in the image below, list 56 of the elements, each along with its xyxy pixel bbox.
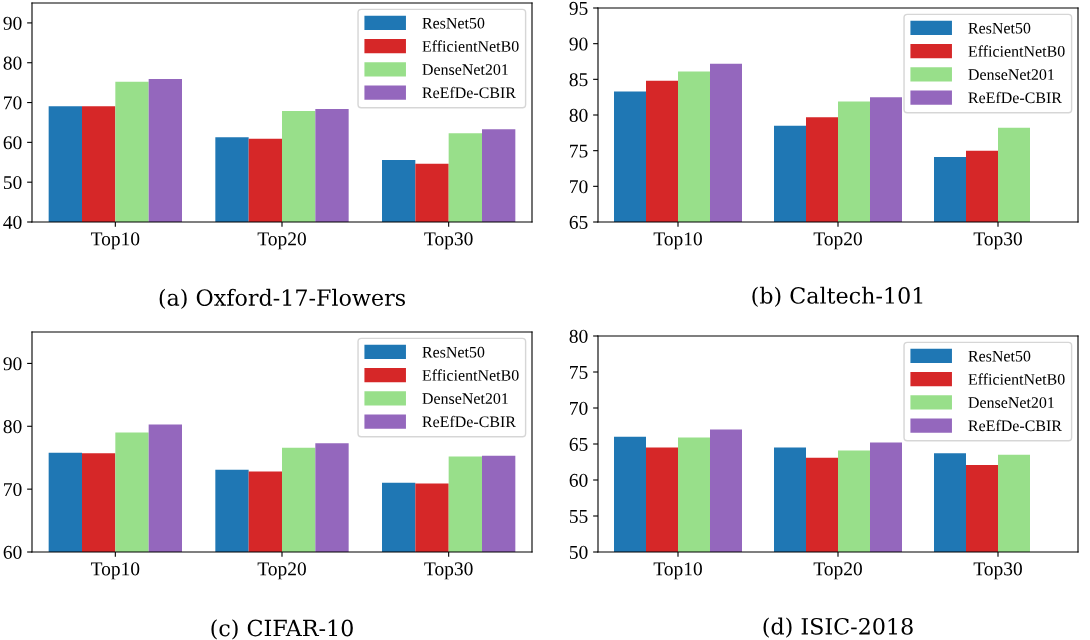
- y-tick-label: 95: [569, 1, 588, 15]
- text: (c) CIFAR-10: [211, 619, 353, 640]
- text: (d) ISIC-2018: [763, 617, 913, 638]
- y-tick-label: 90: [3, 357, 22, 371]
- y-tick-label: 80: [3, 56, 22, 70]
- y-tick-label: 75: [570, 144, 588, 158]
- y-tick-label: 60: [3, 136, 22, 150]
- y-tick-label: 85: [569, 73, 588, 87]
- y-tick-label: 70: [570, 401, 588, 415]
- x-tick-label: Top10: [653, 232, 702, 250]
- y-tick-label: 50: [569, 545, 588, 559]
- legend-label: ResNet50: [968, 22, 1031, 34]
- y-tick-label: 90: [3, 16, 22, 30]
- legend-label: DenseNet201: [968, 69, 1054, 80]
- legend-label: EfficientNetB0: [968, 373, 1065, 385]
- y-tick-label: 65: [569, 437, 588, 451]
- text: (b) Caltech-101: [752, 286, 923, 308]
- y-tick-label: 80: [569, 329, 588, 343]
- x-tick-label: Top20: [257, 562, 306, 580]
- x-tick-label: Top20: [813, 232, 862, 250]
- legend-label: DenseNet201: [422, 393, 508, 404]
- text: (a) Oxford-17-Flowers: [159, 288, 405, 310]
- legend-label: EfficientNetB0: [422, 369, 519, 381]
- legend-label: ResNet50: [422, 346, 485, 358]
- legend-label: DenseNet201: [968, 397, 1054, 408]
- y-tick-label: 60: [569, 473, 588, 487]
- x-tick-label: Top20: [813, 562, 862, 580]
- y-tick-label: 70: [4, 482, 22, 497]
- legend-label: ReEfDe-CBIR: [968, 419, 1062, 432]
- y-tick-label: 80: [3, 420, 22, 434]
- legend-label: ReEfDe-CBIR: [422, 86, 516, 99]
- y-tick-label: 40: [3, 215, 22, 229]
- x-tick-label: Top30: [424, 562, 473, 580]
- y-tick-label: 70: [4, 96, 22, 110]
- x-tick-label: Top30: [973, 562, 1022, 580]
- y-tick-label: 50: [3, 176, 22, 190]
- x-tick-label: Top10: [90, 562, 140, 580]
- x-tick-label: Top30: [424, 232, 473, 250]
- y-tick-label: 90: [569, 37, 588, 51]
- y-tick-label: 55: [569, 510, 588, 523]
- legend-label: ReEfDe-CBIR: [422, 415, 516, 428]
- x-tick-label: Top20: [257, 232, 306, 250]
- y-tick-label: 65: [569, 215, 588, 229]
- y-tick-label: 70: [570, 180, 588, 194]
- legend-label: DenseNet201: [422, 64, 508, 75]
- legend-label: EfficientNetB0: [422, 40, 519, 52]
- legend-label: EfficientNetB0: [968, 45, 1065, 57]
- y-tick-label: 75: [570, 366, 588, 379]
- y-tick-label: 60: [3, 545, 22, 559]
- legend-label: ResNet50: [968, 350, 1031, 362]
- legend-label: ResNet50: [422, 17, 485, 29]
- x-tick-label: Top30: [973, 232, 1022, 250]
- legend-label: ReEfDe-CBIR: [968, 91, 1062, 104]
- x-tick-label: Top10: [90, 232, 140, 250]
- y-tick-label: 80: [569, 108, 588, 122]
- x-tick-label: Top10: [653, 562, 702, 580]
